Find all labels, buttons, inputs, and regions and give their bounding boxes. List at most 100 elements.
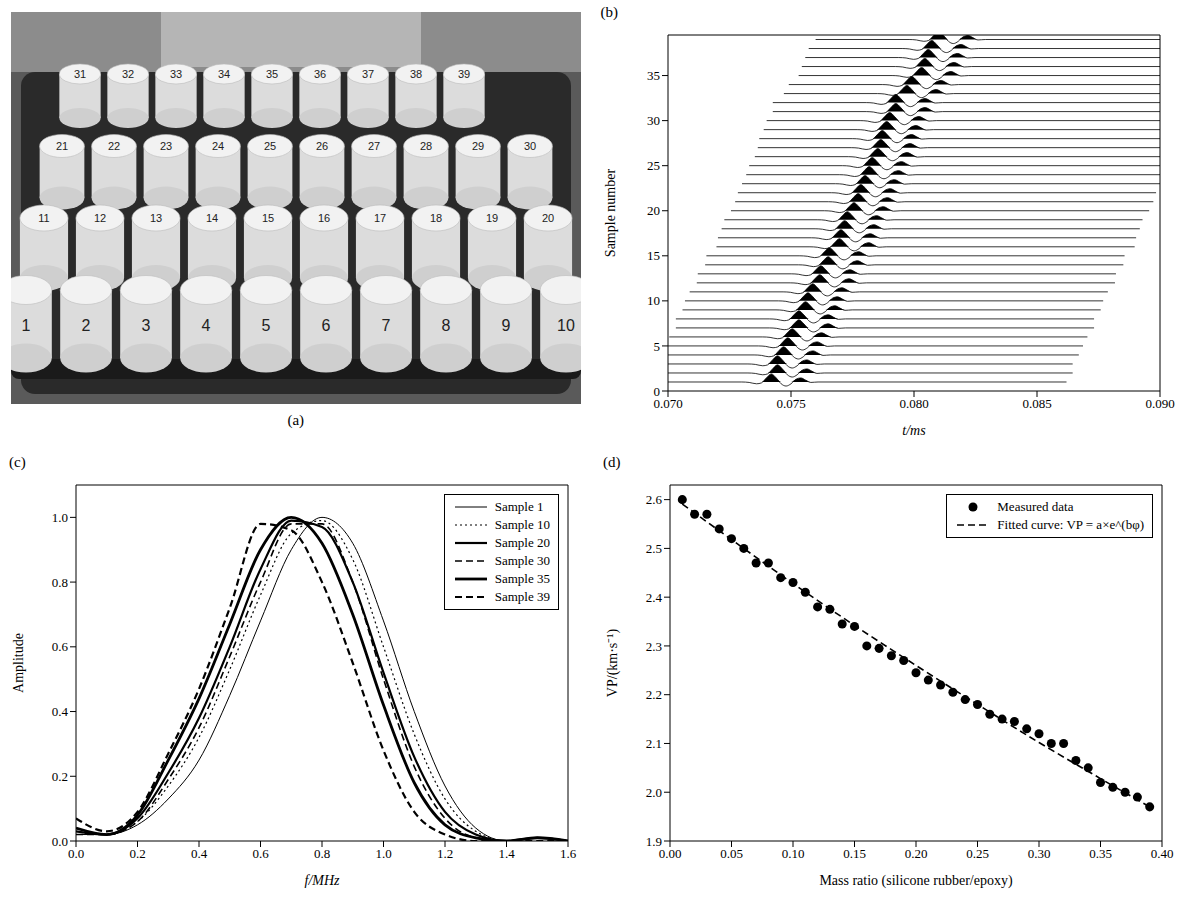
svg-text:38: 38 (410, 68, 422, 80)
svg-text:4: 4 (201, 317, 210, 334)
svg-text:29: 29 (472, 140, 484, 152)
svg-text:2.3: 2.3 (646, 639, 662, 654)
svg-text:2.6: 2.6 (646, 492, 663, 507)
svg-text:7: 7 (381, 317, 390, 334)
svg-text:1.6: 1.6 (560, 846, 577, 861)
svg-text:1.9: 1.9 (646, 834, 662, 849)
svg-text:0: 0 (653, 384, 660, 399)
svg-text:2.1: 2.1 (646, 736, 662, 751)
svg-text:0.090: 0.090 (1145, 396, 1174, 411)
svg-text:5: 5 (261, 317, 270, 334)
svg-text:21: 21 (56, 140, 68, 152)
svg-text:0.6: 0.6 (52, 639, 69, 654)
svg-text:17: 17 (374, 212, 386, 224)
html-text:(c): (c) (9, 454, 26, 470)
svg-text:13: 13 (150, 212, 162, 224)
html-text:(b): (b) (600, 4, 618, 20)
svg-text:25: 25 (264, 140, 276, 152)
svg-text:35: 35 (266, 68, 278, 80)
svg-text:34: 34 (218, 68, 230, 80)
svg-text:39: 39 (458, 68, 470, 80)
svg-text:0.070: 0.070 (652, 396, 683, 412)
svg-text:30: 30 (524, 140, 536, 152)
svg-text:2.2: 2.2 (646, 687, 662, 702)
svg-text:0.2: 0.2 (129, 846, 145, 861)
svg-text:28: 28 (420, 140, 432, 152)
svg-text:0.8: 0.8 (314, 846, 330, 861)
svg-text:0.6: 0.6 (252, 846, 269, 861)
svg-text:2.0: 2.0 (646, 785, 662, 800)
svg-text:3: 3 (141, 317, 150, 334)
svg-text:t/ms: t/ms (902, 423, 926, 438)
svg-text:0.40: 0.40 (1151, 846, 1174, 861)
svg-text:Amplitude: Amplitude (11, 633, 26, 693)
svg-text:1: 1 (21, 317, 30, 334)
svg-text:30: 30 (647, 113, 660, 128)
svg-text:8: 8 (441, 317, 450, 334)
svg-text:16: 16 (318, 212, 330, 224)
svg-text:2.5: 2.5 (646, 541, 662, 556)
html-text:(a): (a) (287, 412, 305, 428)
svg-text:0.4: 0.4 (191, 846, 208, 861)
html-text:Sample 30: Sample 30 (494, 553, 550, 568)
svg-text:f/MHz: f/MHz (305, 873, 341, 888)
svg-text:VP/(km·s⁻¹): VP/(km·s⁻¹) (605, 629, 621, 698)
svg-text:20: 20 (542, 212, 554, 224)
svg-text:33: 33 (170, 68, 182, 80)
html-text:Sample 1: Sample 1 (494, 499, 544, 514)
html-text:Sample 35: Sample 35 (494, 571, 550, 586)
svg-text:26: 26 (316, 140, 328, 152)
svg-text:Sample number: Sample number (602, 169, 617, 258)
svg-text:0.0: 0.0 (68, 846, 84, 861)
svg-text:24: 24 (212, 140, 224, 152)
svg-text:0.8: 0.8 (52, 575, 68, 590)
svg-text:Mass ratio (silicone rubber/ep: Mass ratio (silicone rubber/epoxy) (819, 873, 1013, 889)
svg-text:0.075: 0.075 (776, 396, 805, 411)
svg-text:0.00: 0.00 (659, 846, 682, 861)
svg-text:0.35: 0.35 (1089, 846, 1112, 861)
svg-text:0.080: 0.080 (899, 396, 928, 411)
svg-text:25: 25 (647, 158, 660, 173)
svg-text:0.30: 0.30 (1028, 846, 1051, 861)
svg-text:1.0: 1.0 (375, 846, 391, 861)
svg-text:10: 10 (557, 317, 575, 334)
svg-text:15: 15 (647, 248, 660, 263)
svg-text:35: 35 (647, 68, 660, 83)
svg-text:22: 22 (108, 140, 120, 152)
html-text:Sample 20: Sample 20 (494, 535, 550, 550)
svg-text:0.15: 0.15 (843, 846, 866, 861)
svg-text:0.25: 0.25 (966, 846, 989, 861)
svg-text:9: 9 (501, 317, 510, 334)
svg-text:1.0: 1.0 (52, 510, 68, 525)
svg-text:10: 10 (647, 293, 660, 308)
svg-text:0.2: 0.2 (52, 769, 68, 784)
svg-text:11: 11 (38, 212, 49, 224)
svg-text:2.4: 2.4 (646, 590, 663, 605)
svg-text:5: 5 (653, 339, 660, 354)
svg-text:20: 20 (647, 203, 660, 218)
svg-text:6: 6 (321, 317, 330, 334)
svg-text:0.20: 0.20 (905, 846, 928, 861)
html-text:(d): (d) (603, 454, 621, 470)
svg-text:0.0: 0.0 (52, 834, 68, 849)
svg-text:2: 2 (81, 317, 90, 334)
svg-text:0.085: 0.085 (1022, 396, 1051, 411)
svg-text:18: 18 (430, 212, 442, 224)
svg-text:14: 14 (206, 212, 218, 224)
svg-text:32: 32 (122, 68, 134, 80)
svg-text:19: 19 (486, 212, 498, 224)
svg-text:23: 23 (160, 140, 172, 152)
svg-text:0.10: 0.10 (782, 846, 805, 861)
svg-text:12: 12 (94, 212, 106, 224)
svg-text:1.4: 1.4 (498, 846, 515, 861)
html-text:Sample 39: Sample 39 (494, 589, 550, 604)
svg-text:37: 37 (362, 68, 374, 80)
svg-text:15: 15 (262, 212, 274, 224)
svg-text:1.2: 1.2 (437, 846, 453, 861)
svg-text:31: 31 (74, 68, 86, 80)
html-text:Sample 10: Sample 10 (494, 517, 550, 532)
svg-text:27: 27 (368, 140, 380, 152)
svg-text:0.4: 0.4 (52, 704, 69, 719)
svg-text:36: 36 (314, 68, 326, 80)
svg-text:0.05: 0.05 (720, 846, 743, 861)
